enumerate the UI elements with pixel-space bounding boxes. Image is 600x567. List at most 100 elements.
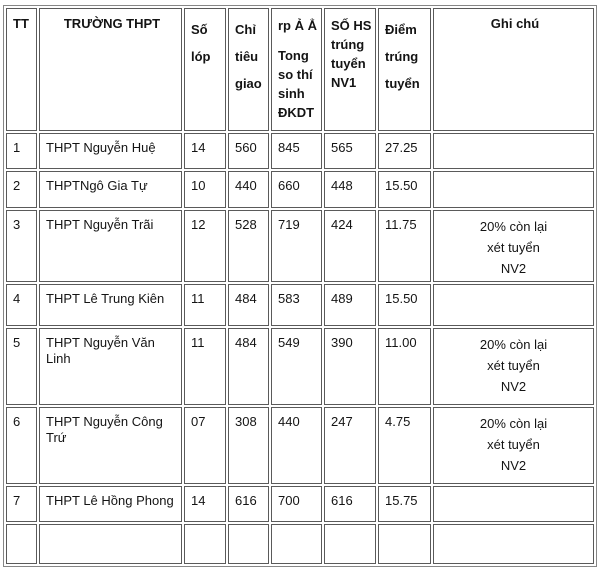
cell-tt: 4	[6, 284, 37, 326]
note-line: NV2	[500, 261, 527, 276]
cell-tong_so: 549	[271, 328, 322, 405]
cell-so_hs: 565	[324, 133, 376, 169]
cell-truong: THPTNgô Gia Tự	[39, 171, 182, 208]
cell-truong: THPT Nguyễn Trãi	[39, 210, 182, 282]
cell-tt: 5	[6, 328, 37, 405]
cell-ghi_chu: 20% còn lại xét tuyển NV2	[433, 210, 594, 282]
cell-so_hs	[324, 524, 376, 564]
cell-chi_tieu: 440	[228, 171, 269, 208]
cell-diem: 27.25	[378, 133, 431, 169]
cell-chi_tieu: 560	[228, 133, 269, 169]
table-header: TT TRƯỜNG THPT Số lóp Chỉ tiêu giao rp Ả Ẳ To…	[6, 8, 594, 131]
cell-so_lop: 14	[184, 486, 226, 522]
column-header-tt: TT	[6, 8, 37, 131]
cell-chi_tieu: 616	[228, 486, 269, 522]
header-row: TT TRƯỜNG THPT Số lóp Chỉ tiêu giao rp Ả Ẳ To…	[6, 8, 594, 131]
note-line: NV2	[500, 458, 527, 473]
table-row: 1 THPT Nguyễn Huệ 14 560 845 565 27.25	[6, 133, 594, 169]
table-row-partial	[6, 524, 594, 564]
column-header-truong: TRƯỜNG THPT	[39, 8, 182, 131]
cell-tt: 7	[6, 486, 37, 522]
cell-tt: 1	[6, 133, 37, 169]
cell-ghi_chu	[433, 284, 594, 326]
cell-tt: 3	[6, 210, 37, 282]
table-row: 4 THPT Lê Trung Kiên 11 484 583 489 15.50	[6, 284, 594, 326]
note-line: 20% còn lại	[479, 337, 548, 352]
column-header-ghi_chu: Ghi chú	[433, 8, 594, 131]
cell-tt: 6	[6, 407, 37, 484]
column-header-label: Tong so thí sinh ĐKDT	[278, 48, 315, 120]
cell-so_lop: 12	[184, 210, 226, 282]
column-header-chi_tieu: Chỉ tiêu giao	[228, 8, 269, 131]
note-line: 20% còn lại	[479, 416, 548, 431]
column-header-diem: Điểm trúng tuyển	[378, 8, 431, 131]
note-line: 20% còn lại	[479, 219, 548, 234]
cell-ghi_chu: 20% còn lại xét tuyển NV2	[433, 407, 594, 484]
column-header-label: TRƯỜNG THPT	[63, 16, 161, 31]
cell-chi_tieu	[228, 524, 269, 564]
cell-truong: THPT Nguyễn Công Trứ	[39, 407, 182, 484]
cell-so_lop: 11	[184, 328, 226, 405]
cell-ghi_chu	[433, 171, 594, 208]
cell-so_lop: 07	[184, 407, 226, 484]
column-header-label: Ghi chú	[490, 16, 540, 31]
cell-tong_so: 845	[271, 133, 322, 169]
table-row: 6 THPT Nguyễn Công Trứ 07 308 440 247 4.75 20% …	[6, 407, 594, 484]
cell-so_hs: 247	[324, 407, 376, 484]
column-header-so_lop: Số lóp	[184, 8, 226, 131]
table-row: 7 THPT Lê Hồng Phong 14 616 700 616 15.75	[6, 486, 594, 522]
cell-tong_so: 719	[271, 210, 322, 282]
cell-truong: THPT Nguyễn Huệ	[39, 133, 182, 169]
note-line: xét tuyển	[487, 437, 540, 452]
cell-so_lop: 14	[184, 133, 226, 169]
column-header-tong_so: rp Ả Ẳ Tong so thí sinh ĐKDT	[271, 8, 322, 131]
column-header-label: Điểm trúng tuyển	[385, 22, 420, 91]
cell-chi_tieu: 484	[228, 284, 269, 326]
cell-diem: 11.00	[378, 328, 431, 405]
column-header-label: TT	[13, 16, 29, 31]
column-header-so_hs: SỐ HS trúng tuyển NV1	[324, 8, 376, 131]
cell-so_lop	[184, 524, 226, 564]
cell-tong_so	[271, 524, 322, 564]
column-header-label: rp Ả Ẳ	[278, 18, 317, 33]
cell-diem: 15.75	[378, 486, 431, 522]
cell-truong: THPT Lê Trung Kiên	[39, 284, 182, 326]
cell-so_lop: 11	[184, 284, 226, 326]
cell-truong: THPT Nguyễn Văn Linh	[39, 328, 182, 405]
column-header-label: Số lóp	[191, 22, 211, 64]
cell-ghi_chu	[433, 524, 594, 564]
note-line: xét tuyển	[487, 240, 540, 255]
table-row: 3 THPT Nguyễn Trãi 12 528 719 424 11.75 20% còn…	[6, 210, 594, 282]
cell-tt: 2	[6, 171, 37, 208]
cell-ghi_chu	[433, 486, 594, 522]
cell-so_lop: 10	[184, 171, 226, 208]
cell-so_hs: 390	[324, 328, 376, 405]
school-admission-table: TT TRƯỜNG THPT Số lóp Chỉ tiêu giao rp Ả Ẳ To…	[3, 5, 597, 567]
cell-diem: 11.75	[378, 210, 431, 282]
cell-tong_so: 660	[271, 171, 322, 208]
cell-chi_tieu: 308	[228, 407, 269, 484]
table-row: 5 THPT Nguyễn Văn Linh 11 484 549 390 11.00 20%…	[6, 328, 594, 405]
cell-ghi_chu: 20% còn lại xét tuyển NV2	[433, 328, 594, 405]
cell-tong_so: 700	[271, 486, 322, 522]
cell-truong	[39, 524, 182, 564]
cell-diem: 4.75	[378, 407, 431, 484]
cell-diem: 15.50	[378, 284, 431, 326]
cell-ghi_chu	[433, 133, 594, 169]
table-body: 1 THPT Nguyễn Huệ 14 560 845 565 27.25 2 THPTNgô…	[6, 133, 594, 564]
cell-diem	[378, 524, 431, 564]
cell-tt	[6, 524, 37, 564]
cell-chi_tieu: 528	[228, 210, 269, 282]
note-line: xét tuyển	[487, 358, 540, 373]
cell-tong_so: 583	[271, 284, 322, 326]
column-header-label: SỐ HS trúng tuyển NV1	[331, 18, 372, 90]
note-line: NV2	[500, 379, 527, 394]
cell-tong_so: 440	[271, 407, 322, 484]
column-header-label: Chỉ tiêu giao	[235, 22, 262, 91]
cell-chi_tieu: 484	[228, 328, 269, 405]
table-row: 2 THPTNgô Gia Tự 10 440 660 448 15.50	[6, 171, 594, 208]
cell-so_hs: 489	[324, 284, 376, 326]
cell-truong: THPT Lê Hồng Phong	[39, 486, 182, 522]
cell-so_hs: 424	[324, 210, 376, 282]
